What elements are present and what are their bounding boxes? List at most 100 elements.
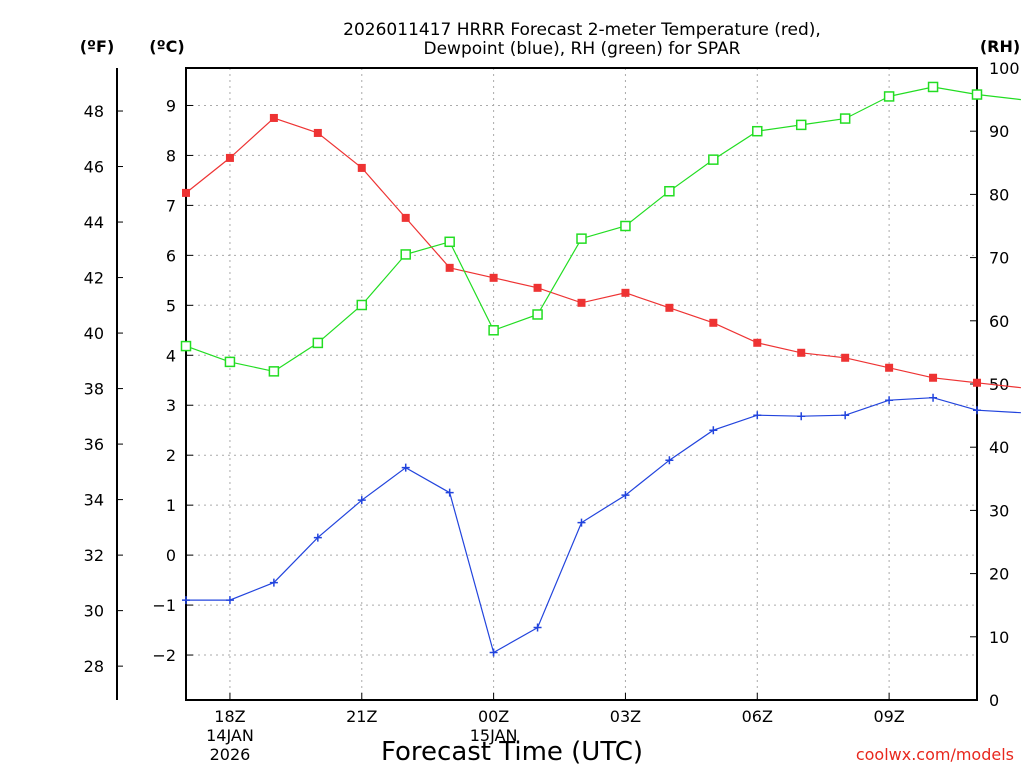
temperature-point [885,363,894,372]
temperature-point [665,303,674,312]
x-axis-label: Forecast Time (UTC) [381,737,643,767]
rh-tick-label: 20 [989,565,1009,584]
dewpoint-point [225,596,234,605]
rh-point [795,119,807,131]
time-tick-label: 06Z [742,707,773,726]
temperature-point [621,288,630,297]
time-tick-label: 09Z [873,707,904,726]
dewpoint-point [885,396,894,405]
celsius-axis: −2 −1 0 1 2 3 4 5 6 7 8 9 [152,96,193,665]
temperature-point [973,378,981,387]
series-line [186,397,1021,654]
chart-title-line1: 2026011417 HRRR Forecast 2-meter Tempera… [343,20,821,40]
temperature-point [753,338,762,347]
fahrenheit-tick-label: 46 [84,158,104,177]
rh-point [444,236,455,248]
temperature-point [533,283,542,292]
fahrenheit-axis: 28 30 32 34 36 38 40 42 44 46 48 [84,102,123,676]
celsius-tick-label: 1 [166,496,176,515]
celsius-tick-label: 3 [166,396,176,415]
celsius-tick-label: 6 [166,246,176,265]
celsius-tick-label: 0 [166,546,176,565]
fahrenheit-tick-label: 40 [84,324,104,343]
time-tick-year: 2026 [210,745,251,764]
dewpoint-point [489,648,498,657]
fahrenheit-tick-label: 34 [84,491,104,510]
fahrenheit-tick-label: 42 [84,269,104,288]
chart-title-line2: Dewpoint (blue), RH (green) for SPAR [424,39,741,59]
dewpoint-point [665,456,674,465]
dewpoint-point [357,496,366,505]
temperature-point [357,163,366,172]
temperature-point [709,318,718,327]
temperature-point [269,113,278,122]
fahrenheit-unit-label: (ºF) [80,37,115,56]
rh-tick-label: 70 [989,249,1009,268]
temperature-point [841,353,850,362]
rh-axis: 0 10 20 30 40 50 60 70 80 90 100 [970,59,1020,710]
temperature-point [445,263,454,272]
dewpoint-point [929,393,938,402]
rh-point [708,154,719,165]
rh-tick-label: 80 [989,185,1009,204]
rh-point [839,113,851,124]
series-layer [180,81,1021,657]
series-line [185,117,1021,389]
time-tick-label: 03Z [610,707,641,726]
time-tick-date: 14JAN [206,726,254,745]
rh-point [356,299,368,311]
rh-tick-label: 0 [989,691,999,710]
rh-unit-label: (RH) [980,37,1020,56]
dewpoint-point [621,491,630,500]
fahrenheit-tick-label: 28 [84,657,104,676]
temperature-point [489,273,498,282]
dewpoint-point [709,426,718,435]
rh-point [224,356,236,368]
celsius-unit-label: (ºC) [149,37,184,56]
time-tick-label: 18Z [214,707,245,726]
dewpoint-point [533,623,542,632]
celsius-tick-label: 2 [166,446,176,465]
rh-tick-label: 40 [989,438,1009,457]
dewpoint-point [445,488,454,497]
temperature-point [797,348,806,357]
fahrenheit-tick-label: 32 [84,546,104,565]
celsius-tick-label: 5 [166,296,176,315]
dewpoint-point [841,411,850,420]
temperature-point [577,298,586,307]
grid-lines [186,68,977,700]
rh-tick-label: 100 [989,59,1020,78]
series-dewpoint [182,393,1021,657]
rh-point [400,249,411,260]
dewpoint-point [973,406,981,415]
dewpoint-point [269,578,278,587]
celsius-tick-label: 7 [166,196,176,215]
rh-point [883,91,895,102]
rh-point [488,325,499,336]
dewpoint-point [182,596,190,605]
time-tick-label: 21Z [346,707,377,726]
series-2-meter-temperature [182,113,1021,389]
rh-point [312,337,324,349]
fahrenheit-tick-label: 30 [84,602,104,621]
celsius-tick-label: −2 [152,646,176,665]
temperature-point [929,373,938,382]
dewpoint-point [313,533,322,542]
rh-point [576,233,587,244]
dewpoint-point [797,412,806,421]
fahrenheit-tick-label: 38 [84,380,104,399]
rh-point [180,340,192,352]
dewpoint-point [577,518,586,527]
fahrenheit-tick-label: 36 [84,435,104,454]
fahrenheit-tick-label: 48 [84,102,104,121]
rh-point [927,81,939,93]
temperature-point [313,128,322,137]
rh-point [971,89,983,100]
rh-point [664,185,675,197]
rh-point [752,125,763,137]
rh-point [532,309,543,320]
dewpoint-point [401,463,410,472]
rh-point [620,220,631,232]
